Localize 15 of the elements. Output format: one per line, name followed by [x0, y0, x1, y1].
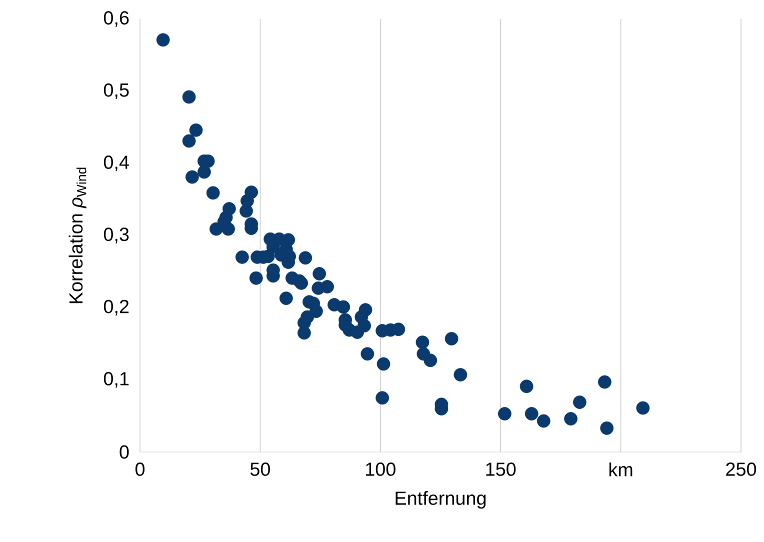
x-tick-label: 150 — [486, 462, 516, 476]
y-tick-label: 0,3 — [104, 228, 129, 244]
y-tick-label: 0,5 — [104, 83, 129, 99]
y-tick-label: 0,4 — [104, 156, 129, 172]
y-tick-label: 0 — [120, 445, 129, 459]
x-tick-label: 100 — [366, 462, 396, 476]
y-axis-title: Korrelation ρ$_{Wind}$ — [68, 168, 86, 304]
x-axis-title: Entfernung — [396, 491, 486, 509]
y-tick-label: 0,2 — [104, 300, 129, 316]
y-tick-label: 0,1 — [104, 372, 129, 388]
x-tick-label: 0 — [135, 462, 145, 476]
x-tick-label: km — [609, 462, 632, 476]
x-tick-label: 50 — [250, 462, 270, 476]
y-tick-label: 0,6 — [104, 11, 129, 27]
x-tick-label: 250 — [726, 462, 756, 476]
